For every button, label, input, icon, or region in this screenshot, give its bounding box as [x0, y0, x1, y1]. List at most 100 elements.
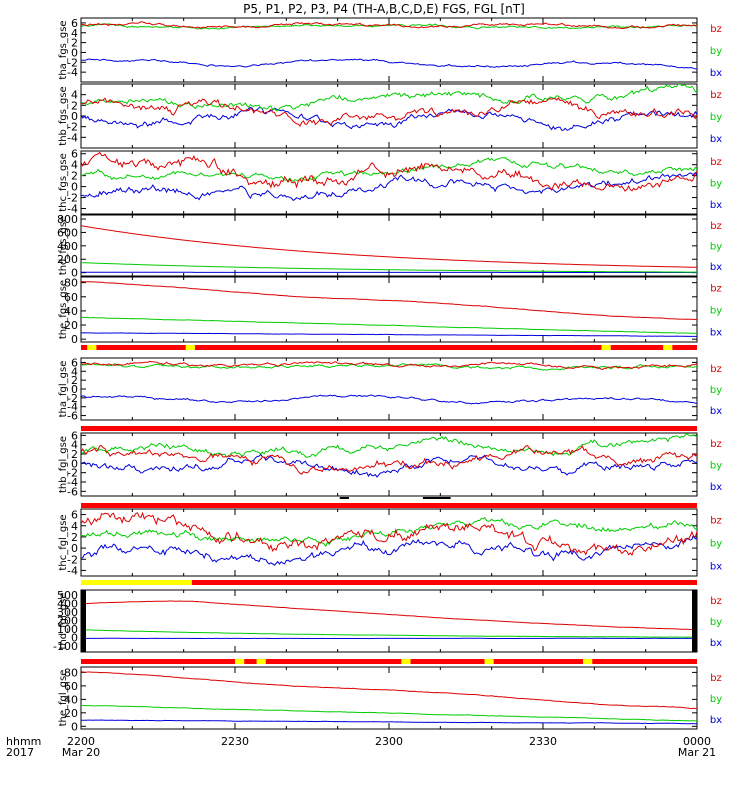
- chart-title: P5, P1, P2, P3, P4 (TH-A,B,C,D,E) FGS, F…: [243, 2, 525, 16]
- y-axis-label: tha_fgs_gse: [58, 20, 69, 79]
- y-tick-label: 0: [71, 333, 78, 346]
- y-axis-label: the_fgs_gse: [58, 280, 69, 339]
- mode-bar-segment: [185, 345, 195, 350]
- legend-label-bz: bz: [710, 516, 722, 527]
- legend-label-by: by: [710, 112, 722, 123]
- y-tick-label: 0: [71, 457, 78, 470]
- y-tick-label: 300: [57, 606, 78, 619]
- mode-bar: [81, 345, 697, 350]
- mode-bar-base: [81, 345, 697, 350]
- series-line-bx: [81, 58, 697, 70]
- legend-label-bx: bx: [710, 482, 722, 493]
- legend-label-bx: bx: [710, 328, 722, 339]
- legend-label-by: by: [710, 461, 722, 472]
- y-tick-label: -2: [67, 392, 78, 405]
- legend-label-by: by: [710, 179, 722, 190]
- legend-label-bx: bx: [710, 638, 722, 649]
- y-tick-label: 4: [71, 365, 78, 378]
- y-tick-label: 2: [71, 99, 78, 112]
- legend-label-by: by: [710, 539, 722, 550]
- y-tick-label: 500: [57, 589, 78, 602]
- y-tick-label: -2: [67, 121, 78, 134]
- mode-bar-segment: [256, 659, 266, 664]
- y-tick-label: 6: [71, 356, 78, 369]
- legend-label-by: by: [710, 242, 722, 253]
- x-axis-row-label: hhmm: [6, 735, 41, 748]
- y-axis-label: thd_fgl_gse: [58, 593, 69, 650]
- y-tick-label: 6: [71, 429, 78, 442]
- series-line-bz: [81, 445, 697, 475]
- series-line-by: [81, 517, 697, 548]
- y-axis-label: tha_fgl_gse: [58, 361, 69, 418]
- legend-label-bz: bz: [710, 283, 722, 294]
- mode-bar-segment: [601, 345, 611, 350]
- y-axis-label: thb_fgs_gse: [58, 86, 69, 145]
- legend-label-bz: bz: [710, 90, 722, 101]
- y-tick-label: 400: [57, 240, 78, 253]
- series-line-bz: [81, 360, 697, 371]
- y-tick-label: 40: [64, 305, 78, 318]
- y-axis-label: thc_fgl_gse: [58, 514, 69, 570]
- series-line-bz: [81, 600, 696, 631]
- series-line-by: [81, 157, 697, 182]
- x-tick-sublabel: Mar 20: [62, 746, 100, 759]
- y-tick-label: 80: [64, 277, 78, 290]
- mode-bar-segment: [401, 659, 411, 664]
- series-line-by: [81, 262, 697, 273]
- y-tick-label: 2: [71, 170, 78, 183]
- legend-label-bx: bx: [710, 200, 722, 211]
- mode-bar-segment: [81, 580, 192, 585]
- y-tick-label: 80: [64, 666, 78, 679]
- y-tick-label: 6: [71, 148, 78, 161]
- legend-label-bz: bz: [710, 24, 722, 35]
- panel-frame: [80, 357, 698, 421]
- mode-bar-marker: [339, 497, 349, 499]
- legend-label-bz: bz: [710, 157, 722, 168]
- y-tick-label: 100: [57, 623, 78, 636]
- series-line-bx: [81, 453, 697, 478]
- y-tick-label: 0: [71, 181, 78, 194]
- y-tick-label: 60: [64, 291, 78, 304]
- legend-label-bx: bx: [710, 561, 722, 572]
- y-tick-label: 0: [71, 720, 78, 733]
- series-line-bz: [81, 225, 697, 268]
- series-line-bz: [81, 97, 697, 127]
- y-axis-label: the_fgl_gse: [58, 670, 69, 727]
- y-tick-label: 20: [64, 319, 78, 332]
- series-line-bz: [81, 281, 697, 321]
- legend-label-bz: bz: [710, 673, 722, 684]
- y-tick-label: -6: [67, 485, 78, 498]
- legend-label-bx: bx: [710, 68, 722, 79]
- mode-bar-segment: [484, 659, 494, 664]
- y-tick-label: 0: [71, 542, 78, 555]
- y-tick-label: 2: [71, 448, 78, 461]
- y-tick-label: 0: [71, 632, 78, 645]
- legend-label-by: by: [710, 385, 722, 396]
- mode-bar-marker: [429, 497, 451, 499]
- y-tick-label: -100: [53, 640, 78, 653]
- series-line-bx: [81, 535, 697, 566]
- y-tick-label: 6: [71, 509, 78, 522]
- y-tick-label: 200: [57, 253, 78, 266]
- legend-label-bx: bx: [710, 406, 722, 417]
- legend-label-bz: bz: [710, 221, 722, 232]
- y-tick-label: 400: [57, 598, 78, 611]
- y-tick-label: 0: [71, 46, 78, 59]
- y-tick-label: 6: [71, 17, 78, 30]
- mode-bar-base: [81, 580, 697, 585]
- series-line-bz: [81, 151, 697, 192]
- y-tick-label: 40: [64, 693, 78, 706]
- y-tick-label: -4: [67, 476, 78, 489]
- legend-label-bz: bz: [710, 596, 722, 607]
- panel-frame: [80, 666, 698, 730]
- panel-frame: [80, 508, 698, 577]
- series-line-bz: [81, 511, 697, 556]
- legend-label-bx: bx: [710, 134, 722, 145]
- y-tick-label: 4: [71, 439, 78, 452]
- y-tick-label: 600: [57, 226, 78, 239]
